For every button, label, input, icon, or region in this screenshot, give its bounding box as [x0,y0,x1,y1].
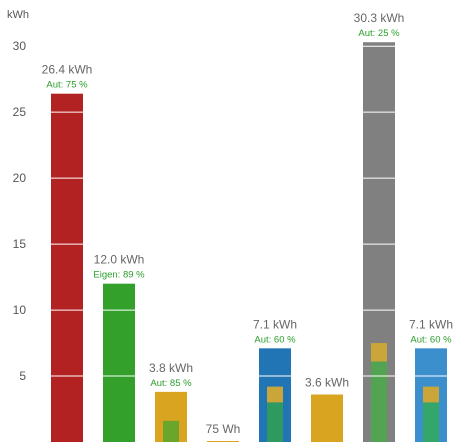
bar-1-value-label: 26.4 kWh [42,63,93,77]
y-axis: kWh 5 10 15 20 25 30 [7,9,29,383]
bar-2-sublabel: Eigen: 89 % [93,270,145,281]
y-tick-label-5: 5 [19,369,26,383]
gridlines [40,45,459,377]
bar-4-value-label: 75 Wh [206,422,241,436]
bar-2-value-label: 12.0 kWh [94,253,145,267]
bar-6-value-label: 3.6 kWh [305,376,349,390]
bar-8-value-label: 7.1 kWh [409,317,453,331]
bars-layer [51,42,447,443]
y-tick-label-15: 15 [13,237,27,251]
bar-5-sublabel: Aut: 60 % [254,334,296,345]
y-tick-label-25: 25 [13,105,27,119]
bar-5-segment-1 [267,402,283,442]
value-labels: Aut: 75 % 26.4 kWh Eigen: 89 % 12.0 kWh Aut:… [42,11,453,436]
bar-5-segment-2 [267,386,283,403]
bar-7-sublabel: Aut: 25 % [358,28,400,39]
bar-1-sublabel: Aut: 75 % [46,80,88,91]
bar-8-segment-1 [423,402,439,442]
bar-3-value-label: 3.8 kWh [149,361,193,375]
bar-8-sublabel: Aut: 60 % [410,334,452,345]
y-axis-unit-label: kWh [7,9,29,21]
bar-4 [207,441,239,442]
bar-5-value-label: 7.1 kWh [253,317,297,331]
y-tick-label-10: 10 [13,303,27,317]
y-tick-label-30: 30 [13,39,27,53]
bar-7-segment-2 [371,343,387,362]
bar-3-sublabel: Aut: 85 % [150,378,192,389]
bar-3-segment-1 [163,420,179,442]
bar-1 [51,93,83,443]
bar-7-value-label: 30.3 kWh [354,11,405,25]
bar-6 [311,394,343,442]
bar-2 [103,283,135,442]
bar-8-segment-2 [423,386,439,403]
y-tick-label-20: 20 [13,171,27,185]
bar-7-segment-1 [371,361,387,442]
